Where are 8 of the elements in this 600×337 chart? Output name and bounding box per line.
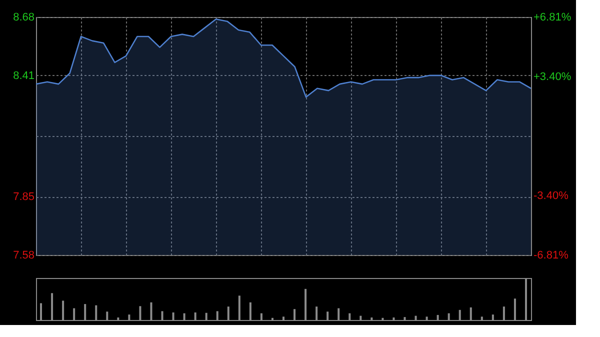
y2-tick-label: +6.81% (534, 12, 572, 24)
y-tick-label: 7.85 (13, 191, 34, 204)
y-tick-label: 7.58 (13, 250, 34, 262)
y-tick-label: 8.41 (13, 70, 34, 82)
y2-tick-label: -6.81% (534, 250, 569, 262)
y2-tick-label: -3.40% (534, 190, 569, 202)
y-tick-label: 8.68 (13, 12, 34, 24)
y2-tick-label: +3.40% (534, 71, 572, 84)
